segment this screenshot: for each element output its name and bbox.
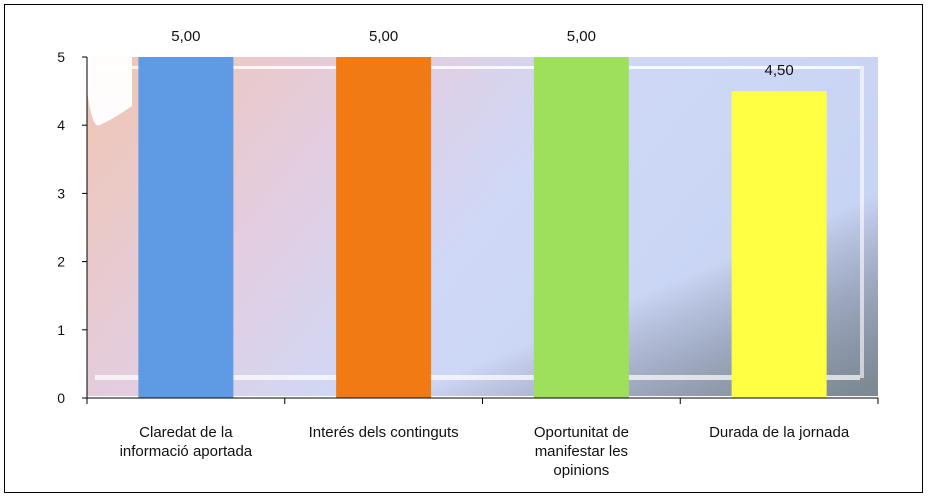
bar	[533, 57, 629, 398]
category-label: manifestar les	[535, 443, 628, 460]
x-ticks-group	[86, 398, 879, 404]
y-tick-label: 0	[57, 390, 65, 406]
category-label: informació aportada	[120, 443, 253, 460]
data-label: 5,00	[567, 28, 596, 45]
y-tick-label: 2	[57, 254, 65, 270]
y-ticks-group: 0 1 2 3 4 5	[57, 49, 87, 406]
bar	[138, 57, 234, 398]
bar	[336, 57, 432, 398]
category-label: opinions	[553, 462, 609, 479]
bars-group	[138, 57, 827, 398]
data-label: 4,50	[765, 62, 794, 79]
category-label: Interés dels continguts	[309, 424, 459, 441]
category-labels-group: Claredat de la informació aportada Interés…	[120, 424, 850, 479]
category-label: Durada de la jornada	[709, 424, 850, 441]
data-label: 5,00	[171, 28, 200, 45]
y-tick-label: 3	[57, 185, 65, 201]
data-labels-group: 5,00 5,00 5,00 4,50	[171, 28, 793, 79]
category-label: Claredat de la	[139, 424, 233, 441]
category-label: Oportunitat de	[534, 424, 629, 441]
y-tick-label: 1	[57, 322, 65, 338]
bar	[731, 91, 827, 398]
data-label: 5,00	[369, 28, 398, 45]
y-tick-label: 5	[57, 49, 65, 65]
y-tick-label: 4	[57, 117, 65, 133]
